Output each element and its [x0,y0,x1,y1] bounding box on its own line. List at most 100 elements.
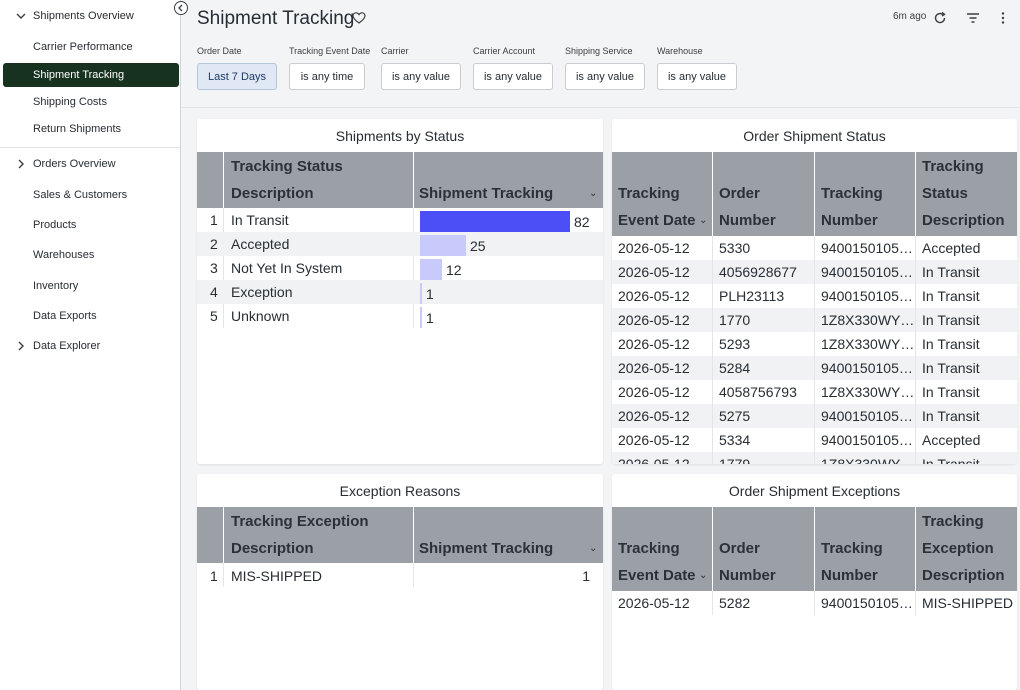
table-row[interactable]: 1 MIS-SHIPPED 1 [197,564,603,588]
filter-label: Warehouse [657,46,703,56]
table-row[interactable]: 2026-05-12 PLH23113 9400150105… In Transit [612,284,1017,308]
table-header: Tracking Status Description Shipment Tra… [197,152,603,208]
filter-shipping-service-button[interactable]: is any value [565,63,645,90]
sidebar-item-orders-overview[interactable]: Orders Overview [3,152,179,176]
column-header-status-description[interactable]: Tracking [922,158,984,175]
column-separator [223,152,224,208]
value-bar [420,211,570,232]
dashboard-header: Shipment Tracking 6m ago Order Date Last… [182,0,1020,108]
sort-chevron-icon[interactable]: ⌄ [699,570,708,581]
cell-status-description: Accepted [922,240,981,256]
column-header-shipment-tracking[interactable]: Shipment Tracking [419,185,554,202]
column-header-tracking-number[interactable]: Tracking [821,185,883,202]
sidebar-item-shipments-overview[interactable]: Shipments Overview [3,4,179,28]
column-header-exception-line2[interactable]: Description [231,540,314,557]
table-row[interactable]: 2026-05-12 5282 9400150105… MIS-SHIPPED [612,591,1017,615]
column-header-shipment-tracking[interactable]: Shipment Tracking [419,540,554,557]
tile-order-shipment-status: Order Shipment Status Tracking Event Dat… [612,119,1017,464]
row-label: Unknown [231,308,290,324]
table-row[interactable]: 2026-05-12 5330 9400150105… Accepted [612,236,1017,260]
sidebar-item-label: Shipment Tracking [33,69,125,81]
table-row[interactable]: 1 In Transit 82 [197,208,603,232]
cell-tracking-number: 9400150105… [821,264,913,280]
table-row[interactable]: 4 Exception 1 [197,280,603,304]
column-separator [413,507,414,563]
column-separator [712,591,713,615]
column-header-exception-description-line2[interactable]: Exception [922,540,994,557]
collapse-sidebar-button[interactable] [174,1,188,15]
column-separator [223,208,224,328]
sidebar-item-inventory[interactable]: Inventory [3,274,179,298]
column-header-tracking-number-line2[interactable]: Number [821,212,878,229]
filter-carrier-account-button[interactable]: is any value [473,63,553,90]
sort-chevron-icon[interactable]: ⌄ [699,215,708,226]
sidebar-item-products[interactable]: Products [3,213,179,237]
column-header-order-number[interactable]: Order [719,185,760,202]
column-header-order-number-line2[interactable]: Number [719,212,776,229]
sidebar-item-label: Products [33,219,77,231]
filter-icon[interactable] [966,11,980,25]
table-row[interactable]: 2026-05-12 4058756793 1Z8X330WY… In Transit [612,380,1017,404]
filter-warehouse-button[interactable]: is any value [657,63,737,90]
sidebar-item-label: Orders Overview [33,158,116,170]
sidebar-item-shipping-costs[interactable]: Shipping Costs [3,90,179,114]
sidebar-item-label: Shipping Costs [33,96,107,108]
column-header-status-description-line2[interactable]: Status [922,185,968,202]
column-header-status-line2[interactable]: Description [231,185,314,202]
filter-warehouse: Warehouse is any value [657,46,737,90]
column-separator [712,507,713,591]
column-header-event-date[interactable]: Tracking [618,540,680,557]
cell-order-number: 5293 [719,336,751,352]
cell-tracking-number: 9400150105… [821,595,913,611]
refresh-icon[interactable] [933,11,947,25]
cell-event-date: 2026-05-12 [618,360,690,376]
cell-status-description: In Transit [922,312,980,328]
filter-label: Tracking Event Date [289,46,371,56]
heart-icon[interactable] [352,11,366,25]
more-vert-icon[interactable] [996,11,1010,25]
sort-chevron-icon[interactable]: ⌄ [589,543,598,554]
sidebar-item-warehouses[interactable]: Warehouses [3,243,179,267]
column-header-event-date-line2[interactable]: Event Date [618,212,696,229]
filter-order-date-button[interactable]: Last 7 Days [197,63,277,90]
table-row[interactable]: 2026-05-12 5334 9400150105… Accepted [612,428,1017,452]
filter-carrier-button[interactable]: is any value [381,63,461,90]
column-header-exception-description[interactable]: Tracking [922,513,984,530]
column-header-status[interactable]: Tracking Status [231,158,343,175]
column-header-exception[interactable]: Tracking Exception [231,513,369,530]
column-separator [712,152,713,236]
sidebar-item-label: Inventory [33,280,79,292]
column-header-order-number[interactable]: Order [719,540,760,557]
filter-order-date: Order Date Last 7 Days [197,46,277,90]
table-row[interactable]: 2026-05-12 5293 1Z8X330WY… In Transit [612,332,1017,356]
column-header-event-date[interactable]: Tracking [618,185,680,202]
column-header-exception-description-line3[interactable]: Description [922,567,1005,584]
cell-order-number: 5282 [719,595,751,611]
column-header-status-description-line3[interactable]: Description [922,212,1005,229]
cell-tracking-number: 9400150105… [821,240,913,256]
sidebar-item-data-exports[interactable]: Data Exports [3,304,179,328]
sidebar-item-shipment-tracking[interactable]: Shipment Tracking [3,63,179,87]
filter-tracking-event-date-button[interactable]: is any time [289,63,365,90]
sidebar-item-carrier-performance[interactable]: Carrier Performance [3,35,179,59]
value-bar [420,307,422,328]
sidebar-item-data-explorer[interactable]: Data Explorer [3,334,179,358]
table-row[interactable]: 2 Accepted 25 [197,232,603,256]
row-number: 2 [210,236,218,252]
sidebar-item-return-shipments[interactable]: Return Shipments [3,117,179,141]
sidebar-item-label: Warehouses [33,249,95,261]
column-separator [915,591,916,615]
column-header-event-date-line2[interactable]: Event Date [618,567,696,584]
table-row[interactable]: 5 Unknown 1 [197,304,603,328]
column-header-tracking-number-line2[interactable]: Number [821,567,878,584]
sort-chevron-icon[interactable]: ⌄ [589,188,598,199]
column-header-order-number-line2[interactable]: Number [719,567,776,584]
column-header-tracking-number[interactable]: Tracking [821,540,883,557]
cell-event-date: 2026-05-12 [618,456,690,464]
cell-order-number: 5275 [719,408,751,424]
cell-order-number: 5330 [719,240,751,256]
sidebar-item-sales-customers[interactable]: Sales & Customers [3,183,179,207]
filter-label: Carrier Account [473,46,536,56]
table-row[interactable]: 3 Not Yet In System 12 [197,256,603,280]
filter-carrier: Carrier is any value [381,46,461,90]
